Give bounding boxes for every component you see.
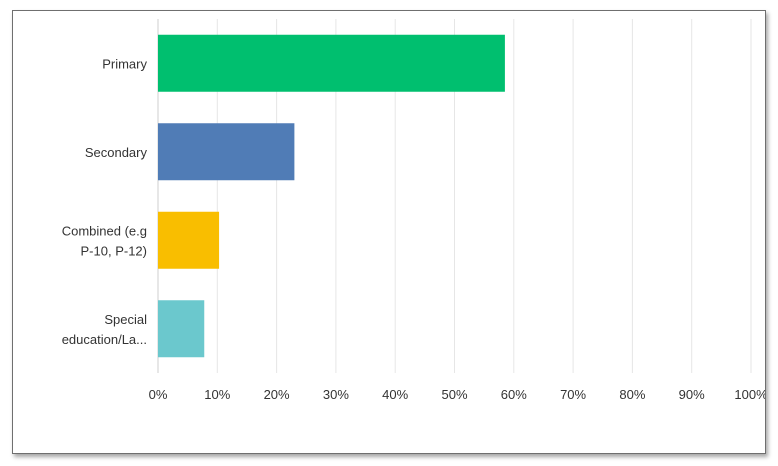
x-axis-tick-labels: 0% 10% 20% 30% 40% 50% 60% 70% 80% 90% 100% [149,387,765,402]
bar [158,123,295,181]
category-label-line: Secondary [85,145,148,160]
x-tick-label: 40% [382,387,408,402]
category-label: Primary [102,56,147,71]
bars [158,34,505,358]
chart-frame: Primary Secondary Combined (e.g P-10, P-12)… [12,10,766,454]
x-tick-label: 20% [264,387,290,402]
x-tick-label: 100% [734,387,765,402]
x-tick-label: 50% [441,387,467,402]
category-label-line: P-10, P-12) [81,243,147,258]
bar-chart: Primary Secondary Combined (e.g P-10, P-12)… [62,19,765,402]
x-tick-label: 70% [560,387,586,402]
x-tick-label: 0% [149,387,168,402]
x-tick-label: 90% [679,387,705,402]
bar [158,211,220,269]
category-label: Special education/La... [62,312,147,347]
category-label-line: Special [104,312,147,327]
bar [158,34,505,92]
x-tick-label: 30% [323,387,349,402]
category-label-line: Combined (e.g [62,223,147,238]
category-label: Secondary [85,145,148,160]
x-tick-label: 10% [204,387,230,402]
category-labels: Primary Secondary Combined (e.g P-10, P-12)… [62,56,148,347]
x-tick-label: 60% [501,387,527,402]
category-label-line: education/La... [62,332,147,347]
bar [158,300,205,358]
category-label: Combined (e.g P-10, P-12) [62,223,147,258]
category-label-line: Primary [102,56,147,71]
x-tick-label: 80% [619,387,645,402]
